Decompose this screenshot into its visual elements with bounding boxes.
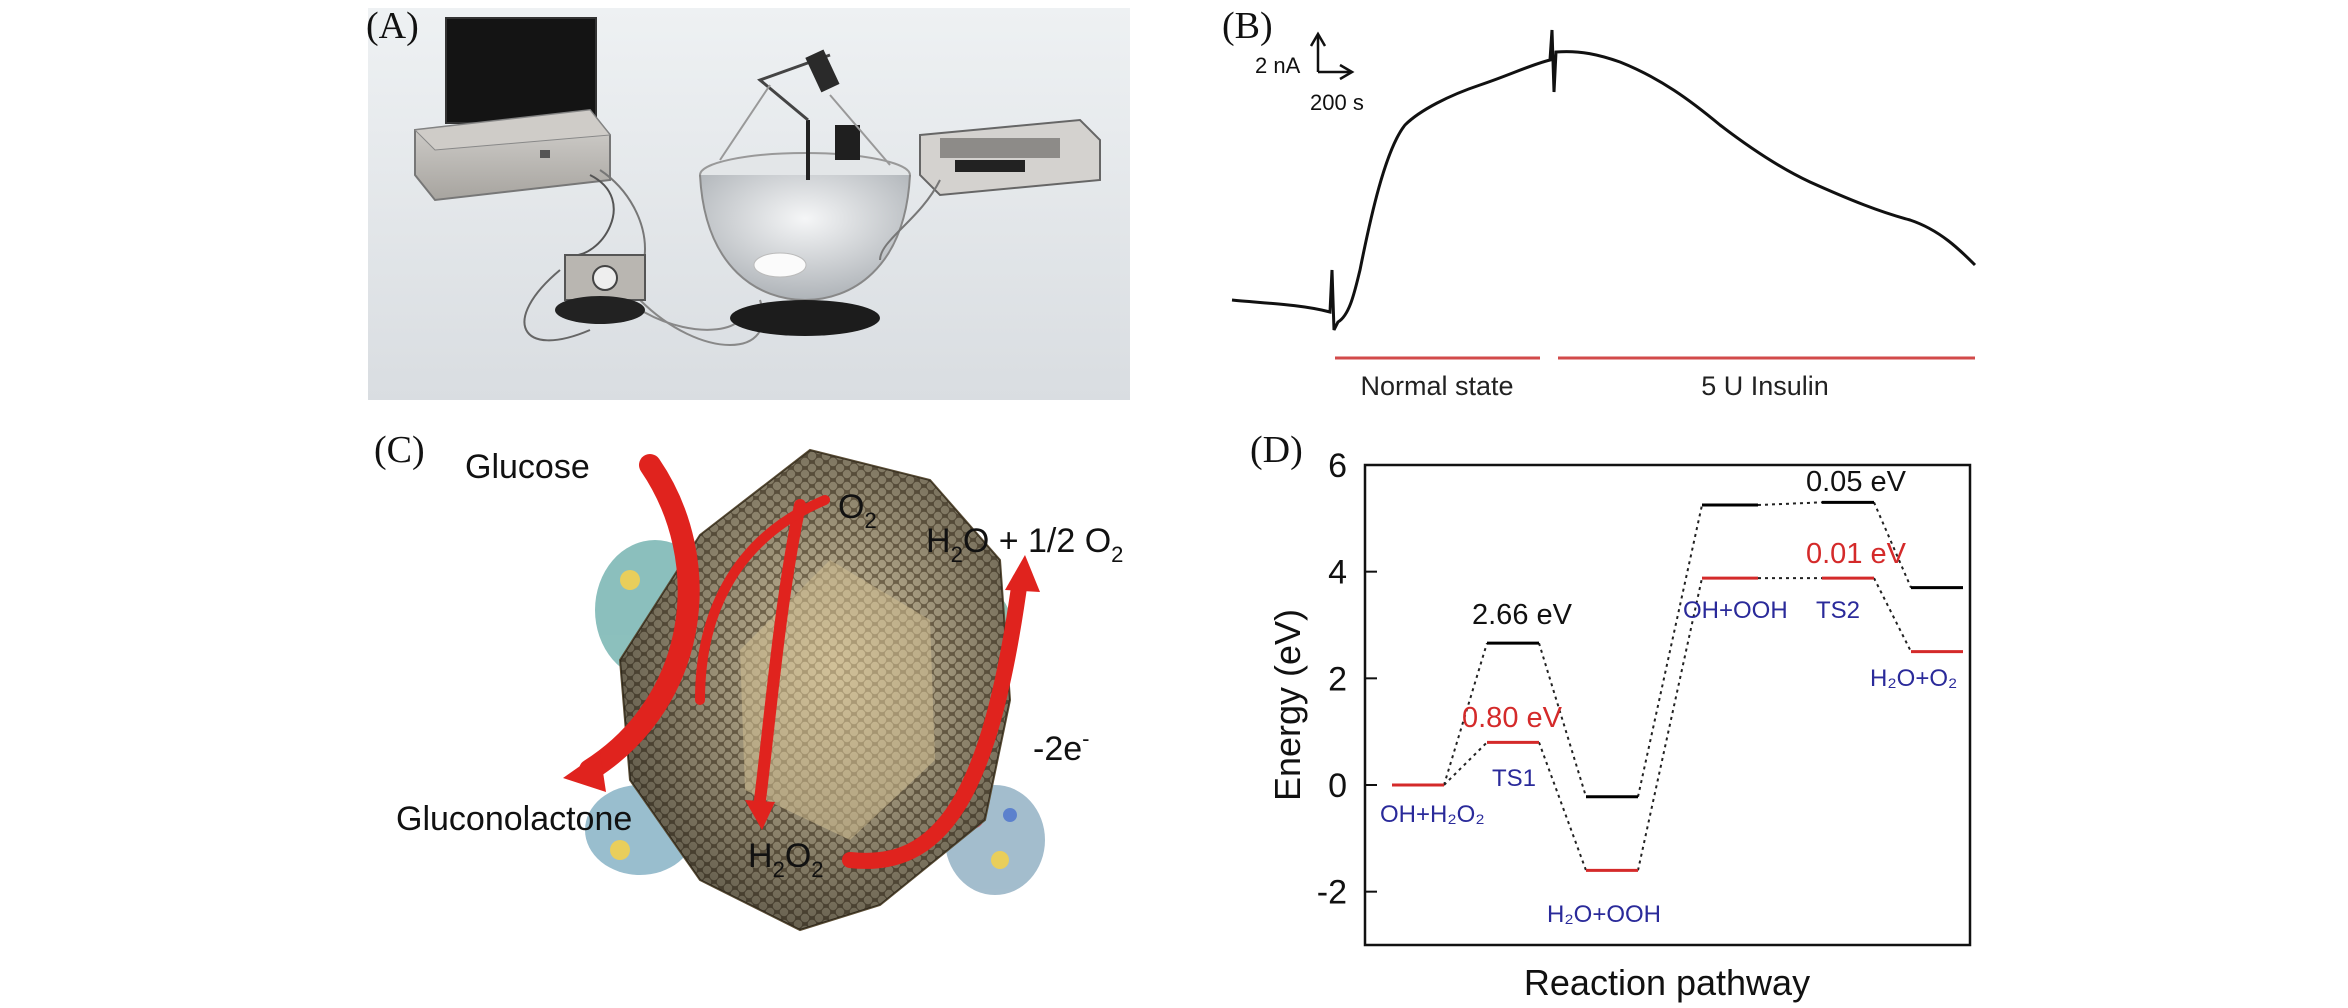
monitor-screen	[446, 18, 596, 123]
connector-line	[1757, 501, 1823, 506]
panel-label-a: (A)	[366, 5, 419, 47]
panel-label-b: (B)	[1222, 5, 1273, 47]
glucose-label: Glucose	[465, 448, 590, 486]
y-axis-label: Energy (eV)	[1267, 609, 1308, 801]
x-axis-label: Reaction pathway	[1524, 962, 1810, 1003]
connector-line	[1443, 741, 1488, 786]
panel-label-c: (C)	[374, 429, 425, 471]
scalebar-y-label: 2 nA	[1255, 53, 1301, 78]
reaction-arrows	[579, 454, 1028, 869]
connector-line	[1637, 577, 1703, 871]
h2o2-label: H2O2	[748, 837, 824, 882]
barrier-label-black: 0.05 eV	[1806, 466, 1907, 498]
y-tick-label: 6	[1328, 447, 1347, 485]
barrier-label-black: 2.66 eV	[1472, 599, 1573, 631]
gluconolactone-label: Gluconolactone	[396, 800, 632, 838]
panel-label-d: (D)	[1250, 429, 1303, 471]
connector-line	[1538, 741, 1587, 871]
state-label: TS2	[1816, 597, 1860, 624]
scalebar-x-label: 200 s	[1310, 90, 1364, 115]
state-label: OH+H₂O₂	[1380, 801, 1485, 828]
water-oxygen-label: H2O + 1/2 O2	[926, 522, 1123, 567]
connector-line	[1538, 642, 1587, 798]
state-label: H₂O+O₂	[1870, 665, 1957, 692]
state-label: H₂O+OOH	[1547, 901, 1661, 928]
barrier-label-red: 0.01 eV	[1806, 538, 1907, 570]
segment-label-normal: Normal state	[1360, 371, 1513, 401]
y-tick-label: 0	[1328, 767, 1347, 805]
o2-label: O2	[838, 488, 877, 533]
plot-frame	[1363, 463, 1972, 947]
state-label: OH+OOH	[1683, 597, 1788, 624]
segment-label-insulin: 5 U Insulin	[1701, 371, 1829, 401]
state-label: TS1	[1492, 765, 1536, 792]
barrier-label-red: 0.80 eV	[1462, 702, 1563, 734]
arrowheads	[563, 555, 1040, 830]
y-tick-label: -2	[1317, 874, 1347, 912]
scalebar	[1309, 31, 1355, 81]
current-trace	[1231, 29, 1977, 331]
electrons-label: -2e-	[1033, 726, 1089, 768]
y-tick-label: 4	[1328, 554, 1347, 592]
connector-line	[1873, 501, 1912, 589]
connector-line	[1873, 577, 1912, 653]
y-tick-label: 2	[1328, 660, 1347, 698]
connector-line	[1637, 504, 1703, 797]
